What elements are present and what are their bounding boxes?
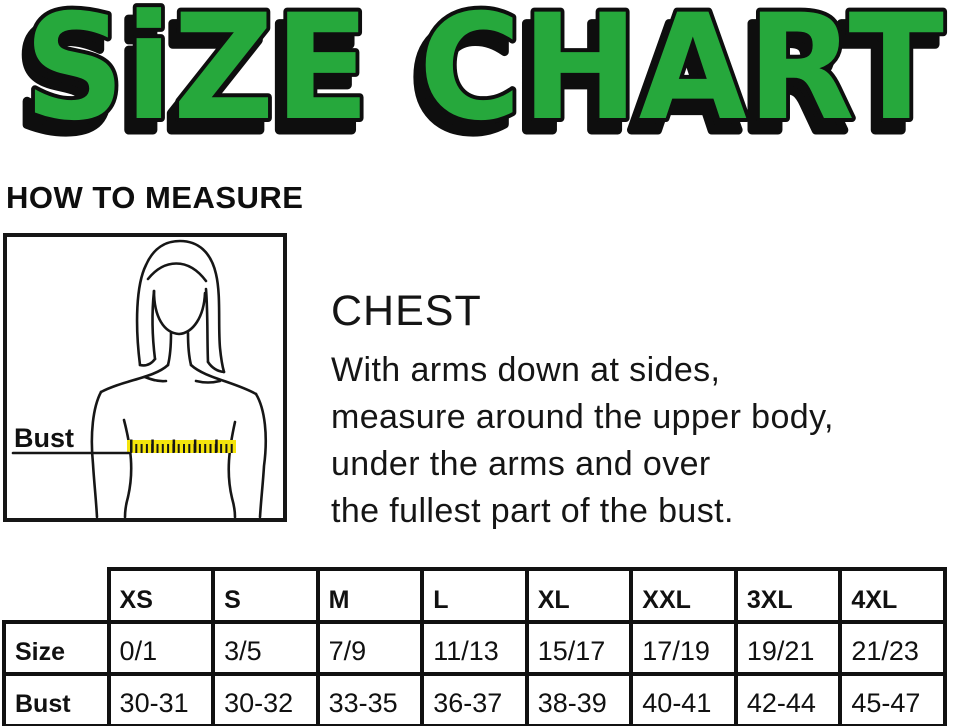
table-cell: 21/23 [838,620,947,676]
neck-left [166,331,173,367]
size-chart-table: XS S M L XL XXL 3XL 4XL Size 0/1 3/5 7/9… [2,567,947,726]
size-row: Size 0/1 3/5 7/9 11/13 15/17 17/19 19/21… [2,620,947,676]
chest-line: With arms down at sides, [331,351,721,389]
chest-instructions: CHEST With arms down at sides, measure a… [331,287,834,535]
chest-line: measure around the upper body, [331,398,834,436]
hair-inner-right [204,287,210,364]
arm-left [90,390,103,519]
collarbone-right [194,379,222,384]
corner-cell [4,569,109,622]
chest-line: the fullest part of the bust. [331,492,734,530]
bust-label: Bust [14,423,74,453]
hair-fringe [146,262,208,283]
size-col-header: 3XL [733,567,843,624]
table-cell: 42-44 [733,672,843,726]
size-col-header: 4XL [838,567,947,624]
size-header-row: XS S M L XL XXL 3XL 4XL [4,567,947,624]
size-col-header: L [420,567,529,624]
hair-right-tip [206,360,226,374]
measuring-tape [127,440,236,453]
chest-line: under the arms and over [331,445,711,483]
hair-outline [135,239,226,374]
size-col-header: XXL [629,567,738,624]
table-cell: 36-37 [420,672,529,726]
neck-right [186,331,193,367]
title-shadow-text: SiZE CHART [16,0,936,155]
bust-row: Bust 30-31 30-32 33-35 36-37 38-39 40-41… [2,672,947,726]
table-cell: 45-47 [838,672,947,726]
size-col-header: XL [524,567,634,624]
arm-right [254,392,268,519]
table-cell: 3/5 [211,620,320,676]
face-outline [152,289,207,336]
how-to-measure-heading: HOW TO MEASURE [6,180,304,215]
table-cell: 17/19 [629,620,738,676]
size-chart-title: SiZE CHART SiZE CHART [12,0,949,155]
hair-left-tip [138,357,157,367]
row-label-size: Size [2,620,111,676]
table-cell: 11/13 [420,620,529,676]
row-label-bust: Bust [2,672,111,726]
table-cell: 40-41 [629,672,738,726]
table-cell: 7/9 [315,620,425,676]
collarbone-left [143,375,168,383]
shoulder-right [189,363,258,396]
title-text: SiZE CHART [24,0,944,153]
table-cell: 0/1 [106,620,216,676]
table-cell: 19/21 [733,620,843,676]
table-cell: 15/17 [524,620,634,676]
diagram-frame [3,233,287,522]
table-cell: 38-39 [524,672,634,726]
table-cell: 30-31 [106,672,216,726]
size-col-header: M [315,567,425,624]
shoulder-left [99,363,170,394]
size-col-header: XS [106,567,216,624]
table-cell: 30-32 [211,672,320,726]
size-col-header: S [211,567,320,624]
chest-heading: CHEST [331,287,482,335]
woman-figure-drawing [90,239,268,519]
table-cell: 33-35 [315,672,425,726]
measure-diagram: Bust [3,233,287,522]
